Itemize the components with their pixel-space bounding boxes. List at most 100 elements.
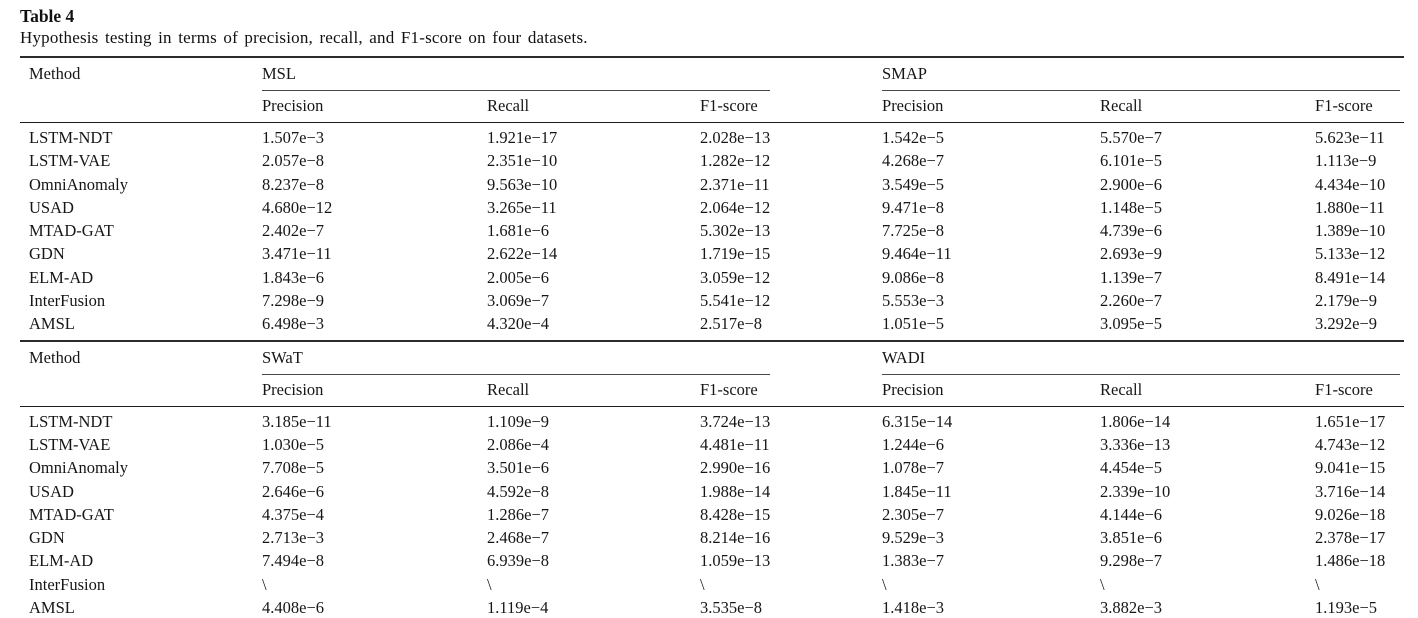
column-header-precision: Precision	[882, 374, 1101, 407]
method-column-header: Method	[20, 57, 262, 123]
value-cell: 4.268e−7	[882, 151, 945, 171]
value-cell: \	[1315, 574, 1320, 594]
value-cell: 9.563e−10	[487, 174, 558, 194]
value-cell: 1.383e−7	[882, 551, 945, 571]
dataset-group-label: SWaT	[262, 348, 771, 375]
value-cell: \	[882, 574, 887, 594]
value-cell: 5.623e−11	[1315, 128, 1385, 147]
value-cell: 1.109e−9	[487, 411, 550, 431]
value-cell: 9.086e−8	[882, 267, 945, 287]
section-2-header: Method SWaT WADI Precision Recall F1-sco…	[20, 341, 1405, 407]
value-cell: 7.725e−8	[882, 221, 945, 241]
value-cell: 4.408e−6	[262, 598, 325, 618]
value-cell: 8.214e−16	[700, 528, 771, 548]
value-cell: 9.529e−3	[882, 528, 945, 548]
table-row: InterFusion \ \ \ \ \ \	[20, 573, 1404, 596]
value-cell: 9.041e−15	[1315, 458, 1386, 478]
value-cell: 3.716e−14	[1315, 481, 1386, 501]
dataset-group-label: SMAP	[882, 64, 1401, 91]
column-header-recall: Recall	[1100, 91, 1316, 123]
value-cell: 3.265e−11	[487, 197, 557, 217]
value-cell: 2.057e−8	[262, 151, 325, 171]
column-header-f1: F1-score	[1315, 91, 1405, 123]
value-cell: 1.244e−6	[882, 434, 945, 454]
value-cell: 3.292e−9	[1315, 314, 1378, 334]
table-label: Table 4	[20, 6, 75, 26]
value-cell: 2.622e−14	[487, 244, 558, 264]
caption-text: Hypothesis testing in terms of precision…	[20, 28, 588, 47]
table-row: MTAD-GAT 4.375e−4 1.286e−7 8.428e−15 2.305e−…	[20, 503, 1404, 526]
value-cell: 1.843e−6	[262, 267, 325, 287]
value-cell: 1.418e−3	[882, 598, 945, 618]
column-header-recall: Recall	[487, 91, 700, 123]
table-row: USAD 4.680e−12 3.265e−11 2.064e−12 9.471e−8 1…	[20, 196, 1404, 219]
value-cell: 3.549e−5	[882, 174, 945, 194]
value-cell: 1.389e−10	[1315, 221, 1386, 241]
value-cell: 3.069e−7	[487, 291, 550, 311]
value-cell: 3.535e−8	[700, 598, 763, 618]
value-cell: 1.148e−5	[1100, 197, 1163, 217]
value-cell: 9.471e−8	[882, 197, 945, 217]
table-row: LSTM-NDT 1.507e−3 1.921e−17 2.028e−13 1.542e…	[20, 123, 1404, 150]
value-cell: 2.179e−9	[1315, 291, 1378, 311]
value-cell: 4.680e−12	[262, 197, 333, 217]
value-cell: 7.298e−9	[262, 291, 325, 311]
value-cell: 9.298e−7	[1100, 551, 1163, 571]
column-header-precision: Precision	[262, 91, 487, 123]
value-cell: 1.719e−15	[700, 244, 771, 264]
method-cell: InterFusion	[29, 291, 106, 311]
table-row: AMSL 6.498e−3 4.320e−4 2.517e−8 1.051e−5 3.09…	[20, 312, 1404, 340]
value-cell: 5.570e−7	[1100, 128, 1163, 147]
value-cell: 3.471e−11	[262, 244, 332, 264]
table-row: InterFusion 7.298e−9 3.069e−7 5.541e−12 5.55…	[20, 289, 1404, 312]
method-cell: GDN	[29, 528, 65, 548]
dataset-group-label: MSL	[262, 64, 771, 91]
table-caption: Table 4 Hypothesis testing in terms of p…	[20, 6, 1404, 48]
value-cell: 1.651e−17	[1315, 411, 1386, 431]
value-cell: 2.646e−6	[262, 481, 325, 501]
section-1-body: LSTM-NDT 1.507e−3 1.921e−17 2.028e−13 1.542e…	[20, 123, 1404, 341]
group-header-row: Method MSL SMAP	[20, 57, 1404, 123]
value-cell: 2.713e−3	[262, 528, 325, 548]
value-cell: 8.428e−15	[700, 504, 771, 524]
method-cell: MTAD-GAT	[29, 504, 114, 524]
column-header-recall: Recall	[1100, 374, 1316, 407]
table-row: AMSL 4.408e−6 1.119e−4 3.535e−8 1.418e−3 3.88…	[20, 596, 1404, 618]
method-cell: LSTM-NDT	[29, 128, 113, 147]
method-cell: AMSL	[29, 314, 75, 334]
value-cell: 2.028e−13	[700, 128, 771, 147]
value-cell: 4.320e−4	[487, 314, 550, 334]
value-cell: 3.059e−12	[700, 267, 771, 287]
value-cell: 5.302e−13	[700, 221, 771, 241]
value-cell: 1.988e−14	[700, 481, 771, 501]
value-cell: 1.845e−11	[882, 481, 952, 501]
value-cell: 2.339e−10	[1100, 481, 1171, 501]
value-cell: 1.542e−5	[882, 128, 945, 147]
dataset-group-swat: SWaT	[262, 342, 882, 375]
table-row: LSTM-VAE 1.030e−5 2.086e−4 4.481e−11 1.244e−…	[20, 433, 1404, 456]
table-row: LSTM-NDT 3.185e−11 1.109e−9 3.724e−13 6.315e…	[20, 406, 1404, 433]
table-row: GDN 3.471e−11 2.622e−14 1.719e−15 9.464e−11 2…	[20, 242, 1404, 265]
metric-header-row: Precision Recall F1-score Precision Reca…	[20, 91, 1405, 123]
value-cell: 2.064e−12	[700, 197, 771, 217]
value-cell: 6.101e−5	[1100, 151, 1163, 171]
value-cell: 1.078e−7	[882, 458, 945, 478]
value-cell: 3.336e−13	[1100, 434, 1171, 454]
value-cell: 3.724e−13	[700, 411, 771, 431]
value-cell: \	[262, 574, 267, 594]
value-cell: 4.481e−11	[700, 434, 770, 454]
value-cell: 5.541e−12	[700, 291, 771, 311]
value-cell: 9.464e−11	[882, 244, 952, 264]
value-cell: 1.921e−17	[487, 128, 558, 147]
value-cell: 1.030e−5	[262, 434, 325, 454]
method-cell: USAD	[29, 197, 74, 217]
method-column-header: Method	[20, 341, 262, 407]
group-header-row: Method SWaT WADI	[20, 341, 1404, 407]
column-header-precision: Precision	[262, 374, 487, 407]
method-cell: LSTM-VAE	[29, 434, 111, 454]
section-1-header: Method MSL SMAP Precision Recall F1-scor…	[20, 57, 1405, 123]
value-cell: 2.351e−10	[487, 151, 558, 171]
table-row: GDN 2.713e−3 2.468e−7 8.214e−16 9.529e−3 3.85…	[20, 526, 1404, 549]
value-cell: 6.498e−3	[262, 314, 325, 334]
value-cell: 1.681e−6	[487, 221, 550, 241]
